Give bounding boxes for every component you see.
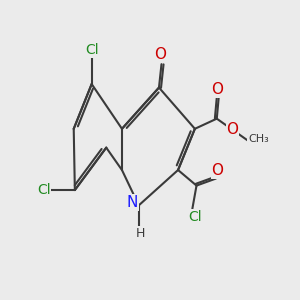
Text: Cl: Cl — [37, 183, 51, 197]
Text: H: H — [136, 226, 145, 239]
Text: Cl: Cl — [188, 210, 202, 224]
Text: O: O — [154, 47, 166, 62]
Text: CH₃: CH₃ — [248, 134, 269, 144]
Text: O: O — [212, 163, 224, 178]
Text: O: O — [226, 122, 238, 137]
Text: Cl: Cl — [85, 43, 98, 57]
Text: O: O — [211, 82, 223, 97]
Text: N: N — [127, 195, 138, 210]
